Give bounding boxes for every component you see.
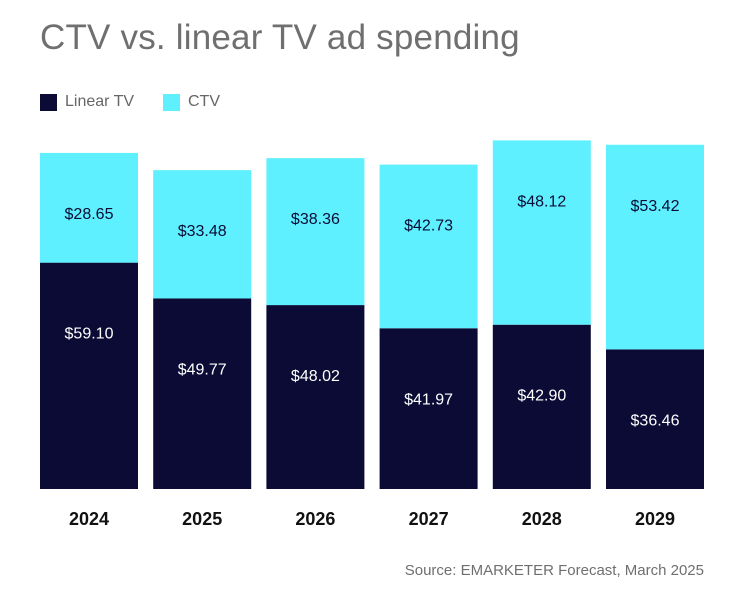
chart-title: CTV vs. linear TV ad spending <box>40 18 520 57</box>
bar-ctv-2025 <box>153 170 252 299</box>
bar-ctv-2026 <box>266 158 365 306</box>
legend-item-linear-tv: Linear TV <box>40 93 134 111</box>
data-label: $42.73 <box>404 218 453 235</box>
data-label: $36.46 <box>631 412 680 429</box>
source-note: Source: EMARKETER Forecast, March 2025 <box>404 562 704 579</box>
bar-ctv-2029 <box>606 144 704 350</box>
data-label: $38.36 <box>291 211 340 228</box>
x-tick-label: 2028 <box>522 509 562 529</box>
x-tick-label: 2025 <box>182 509 222 529</box>
bar-linear-tv-2029 <box>606 349 704 489</box>
legend-label-linear-tv: Linear TV <box>65 93 135 110</box>
data-label: $53.42 <box>631 198 680 215</box>
bar-ctv-2024 <box>40 152 138 263</box>
data-label: $33.48 <box>178 223 227 240</box>
bar-linear-tv-2028 <box>492 324 591 489</box>
bar-ctv-2027 <box>379 164 478 329</box>
data-label: $49.77 <box>178 361 227 378</box>
bar-linear-tv-2025 <box>153 298 252 489</box>
legend-swatch-linear-tv <box>40 93 57 111</box>
x-tick-label: 2027 <box>409 509 449 529</box>
data-label: $42.90 <box>517 388 566 405</box>
data-label: $48.12 <box>517 193 566 210</box>
legend-swatch-ctv <box>163 93 180 111</box>
data-label: $41.97 <box>404 391 453 408</box>
data-label: $59.10 <box>65 326 114 343</box>
data-label: $28.65 <box>65 206 114 223</box>
bar-linear-tv-2026 <box>266 305 365 489</box>
legend-item-ctv: CTV <box>163 93 220 111</box>
data-label: $48.02 <box>291 368 340 385</box>
bar-ctv-2028 <box>492 140 591 325</box>
bar-linear-tv-2027 <box>379 328 478 489</box>
legend-label-ctv: CTV <box>188 93 220 110</box>
x-tick-label: 2024 <box>69 509 109 529</box>
x-tick-label: 2026 <box>295 509 335 529</box>
bar-linear-tv-2024 <box>40 262 138 489</box>
x-tick-label: 2029 <box>635 509 675 529</box>
